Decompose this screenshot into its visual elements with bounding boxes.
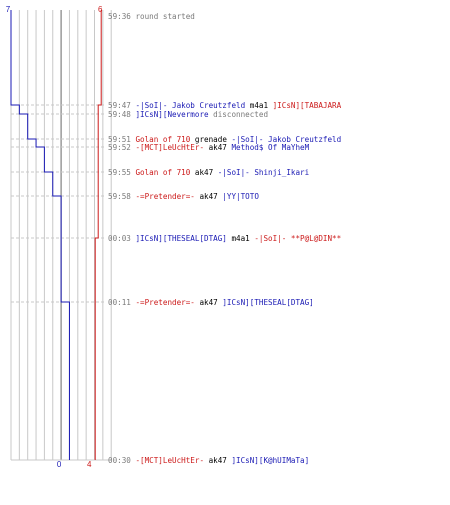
player-name: -|SoI|- **P@L@DIN** <box>254 234 341 243</box>
red-start-score: 6 <box>98 5 103 14</box>
player-name: ]ICsN][Nevermore <box>135 110 209 119</box>
score-labels: 7 6 0 4 <box>6 5 103 469</box>
status-text: disconnected <box>209 110 268 119</box>
event-row: 59:51 Golan of 710 grenade -|SoI|- Jakob… <box>108 135 341 144</box>
weapon-label: ak47 <box>204 456 231 465</box>
weapon-label: grenade <box>190 135 231 144</box>
event-time: 59:48 <box>108 110 135 119</box>
event-time: 59:51 <box>108 135 135 144</box>
weapon-label: ak47 <box>204 143 231 152</box>
event-time: 00:30 <box>108 456 135 465</box>
player-name: -|SoI|- Jakob Creutzfeld <box>135 101 245 110</box>
blue-team-score-line <box>10 10 70 460</box>
event-row: 00:11 -=Pretender=- ak47 ]ICsN][THESEAL[… <box>108 298 314 307</box>
blue-start-score: 7 <box>6 5 11 14</box>
score-step-lines <box>10 10 102 460</box>
player-name: ]ICsN][TABAJARA <box>273 101 342 110</box>
player-name: Golan of 710 <box>135 168 190 177</box>
red-end-score: 4 <box>87 460 92 469</box>
event-time: 00:11 <box>108 298 135 307</box>
event-row: 59:58 -=Pretender=- ak47 |YY|TOTO <box>108 192 259 201</box>
event-row: 59:55 Golan of 710 ak47 -|SoI|- Shinji_I… <box>108 168 310 177</box>
player-name: Method$ Of MaYheM <box>231 143 309 152</box>
player-name: -[MCT]LeUcHtEr- <box>135 143 204 152</box>
event-row: 00:30 -[MCT]LeUcHtEr- ak47 ]ICsN][K@hUIM… <box>108 456 309 465</box>
event-time: 59:47 <box>108 101 135 110</box>
blue-end-score: 0 <box>57 460 62 469</box>
player-name: ]ICsN][THESEAL[DTAG] <box>222 298 313 307</box>
player-name: ]ICsN][THESEAL[DTAG] <box>135 234 226 243</box>
player-name: -=Pretender=- <box>135 298 194 307</box>
player-name: -|SoI|- Shinji_Ikari <box>218 168 310 177</box>
player-name: -=Pretender=- <box>135 192 194 201</box>
event-time: 59:58 <box>108 192 135 201</box>
event-row: 59:52 -[MCT]LeUcHtEr- ak47 Method$ Of Ma… <box>108 143 310 152</box>
event-guide-lines <box>11 104 104 461</box>
event-row: 59:47 -|SoI|- Jakob Creutzfeld m4a1 ]ICs… <box>108 101 342 110</box>
event-time: 59:55 <box>108 168 135 177</box>
weapon-label: ak47 <box>190 168 217 177</box>
event-time: 00:03 <box>108 234 135 243</box>
player-name: |YY|TOTO <box>222 192 259 201</box>
event-time: 59:36 <box>108 12 135 21</box>
player-name: -[MCT]LeUcHtEr- <box>135 456 204 465</box>
weapon-label: ak47 <box>195 192 222 201</box>
event-row: 59:36 round started <box>108 12 195 21</box>
weapon-label: ak47 <box>195 298 222 307</box>
event-time: 59:52 <box>108 143 135 152</box>
player-name: Golan of 710 <box>135 135 190 144</box>
weapon-label: m4a1 <box>245 101 272 110</box>
player-name: ]ICsN][K@hUIMaTa] <box>231 456 309 465</box>
weapon-label: m4a1 <box>227 234 254 243</box>
red-team-score-line <box>94 10 102 460</box>
status-text: round started <box>135 12 194 21</box>
event-row: 00:03 ]ICsN][THESEAL[DTAG] m4a1 -|SoI|- … <box>108 234 341 243</box>
event-log: 59:36 round started 59:47 -|SoI|- Jakob C… <box>108 12 342 465</box>
event-row: 59:48 ]ICsN][Nevermore disconnected <box>108 110 268 119</box>
player-name: -|SoI|- Jakob Creutzfeld <box>231 135 341 144</box>
